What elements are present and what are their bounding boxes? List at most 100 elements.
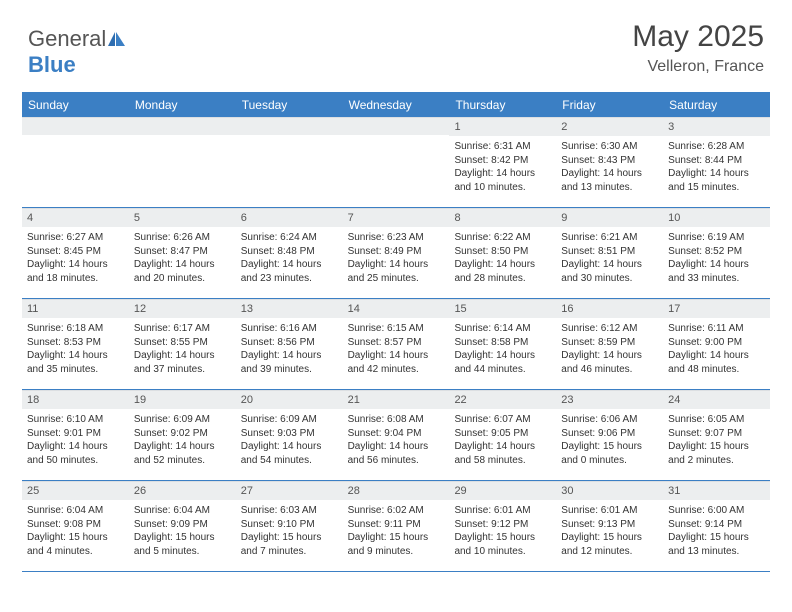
title-block: May 2025 Velleron, France xyxy=(632,20,764,76)
daynum: 26 xyxy=(129,481,236,500)
day-cell-23: 23Sunrise: 6:06 AMSunset: 9:06 PMDayligh… xyxy=(556,390,663,480)
daynum: 9 xyxy=(556,208,663,227)
day-cell-7: 7Sunrise: 6:23 AMSunset: 8:49 PMDaylight… xyxy=(343,208,450,298)
day-details: Sunrise: 6:16 AMSunset: 8:56 PMDaylight:… xyxy=(236,318,343,382)
day-cell-2: 2Sunrise: 6:30 AMSunset: 8:43 PMDaylight… xyxy=(556,117,663,207)
day-cell-20: 20Sunrise: 6:09 AMSunset: 9:03 PMDayligh… xyxy=(236,390,343,480)
day-cell-21: 21Sunrise: 6:08 AMSunset: 9:04 PMDayligh… xyxy=(343,390,450,480)
daynum: 30 xyxy=(556,481,663,500)
day-details: Sunrise: 6:28 AMSunset: 8:44 PMDaylight:… xyxy=(663,136,770,200)
brand-triangle-icon xyxy=(108,32,115,46)
week-row: 4Sunrise: 6:27 AMSunset: 8:45 PMDaylight… xyxy=(22,208,770,299)
day-cell-31: 31Sunrise: 6:00 AMSunset: 9:14 PMDayligh… xyxy=(663,481,770,571)
day-cell-19: 19Sunrise: 6:09 AMSunset: 9:02 PMDayligh… xyxy=(129,390,236,480)
day-details: Sunrise: 6:09 AMSunset: 9:02 PMDaylight:… xyxy=(129,409,236,473)
day-cell-26: 26Sunrise: 6:04 AMSunset: 9:09 PMDayligh… xyxy=(129,481,236,571)
dayname-friday: Friday xyxy=(556,94,663,117)
week-row: 18Sunrise: 6:10 AMSunset: 9:01 PMDayligh… xyxy=(22,390,770,481)
calendar: SundayMondayTuesdayWednesdayThursdayFrid… xyxy=(22,92,770,572)
daynum xyxy=(22,117,129,135)
daynum: 3 xyxy=(663,117,770,136)
day-cell-14: 14Sunrise: 6:15 AMSunset: 8:57 PMDayligh… xyxy=(343,299,450,389)
brand-text-1: General xyxy=(28,26,106,51)
daynum: 29 xyxy=(449,481,556,500)
day-details: Sunrise: 6:01 AMSunset: 9:13 PMDaylight:… xyxy=(556,500,663,564)
daynum: 10 xyxy=(663,208,770,227)
dayname-thursday: Thursday xyxy=(449,94,556,117)
daynum: 13 xyxy=(236,299,343,318)
daynum: 8 xyxy=(449,208,556,227)
day-details: Sunrise: 6:00 AMSunset: 9:14 PMDaylight:… xyxy=(663,500,770,564)
brand-logo: General Blue xyxy=(28,26,125,78)
day-cell-4: 4Sunrise: 6:27 AMSunset: 8:45 PMDaylight… xyxy=(22,208,129,298)
day-cell-12: 12Sunrise: 6:17 AMSunset: 8:55 PMDayligh… xyxy=(129,299,236,389)
week-row: 25Sunrise: 6:04 AMSunset: 9:08 PMDayligh… xyxy=(22,481,770,572)
empty-cell xyxy=(236,117,343,207)
day-cell-15: 15Sunrise: 6:14 AMSunset: 8:58 PMDayligh… xyxy=(449,299,556,389)
daynum: 22 xyxy=(449,390,556,409)
day-details: Sunrise: 6:27 AMSunset: 8:45 PMDaylight:… xyxy=(22,227,129,291)
day-details: Sunrise: 6:05 AMSunset: 9:07 PMDaylight:… xyxy=(663,409,770,473)
day-details: Sunrise: 6:30 AMSunset: 8:43 PMDaylight:… xyxy=(556,136,663,200)
day-details: Sunrise: 6:24 AMSunset: 8:48 PMDaylight:… xyxy=(236,227,343,291)
daynum xyxy=(129,117,236,135)
daynum: 27 xyxy=(236,481,343,500)
daynum: 17 xyxy=(663,299,770,318)
brand-text: General Blue xyxy=(28,26,125,78)
daynum: 14 xyxy=(343,299,450,318)
day-cell-18: 18Sunrise: 6:10 AMSunset: 9:01 PMDayligh… xyxy=(22,390,129,480)
day-details: Sunrise: 6:21 AMSunset: 8:51 PMDaylight:… xyxy=(556,227,663,291)
daynum: 28 xyxy=(343,481,450,500)
week-row: 11Sunrise: 6:18 AMSunset: 8:53 PMDayligh… xyxy=(22,299,770,390)
day-details: Sunrise: 6:10 AMSunset: 9:01 PMDaylight:… xyxy=(22,409,129,473)
daynum: 24 xyxy=(663,390,770,409)
day-cell-25: 25Sunrise: 6:04 AMSunset: 9:08 PMDayligh… xyxy=(22,481,129,571)
daynum: 2 xyxy=(556,117,663,136)
daynum: 4 xyxy=(22,208,129,227)
day-details: Sunrise: 6:26 AMSunset: 8:47 PMDaylight:… xyxy=(129,227,236,291)
day-details: Sunrise: 6:04 AMSunset: 9:08 PMDaylight:… xyxy=(22,500,129,564)
header: General Blue May 2025 Velleron, France xyxy=(0,0,792,86)
day-details: Sunrise: 6:09 AMSunset: 9:03 PMDaylight:… xyxy=(236,409,343,473)
day-cell-24: 24Sunrise: 6:05 AMSunset: 9:07 PMDayligh… xyxy=(663,390,770,480)
day-details: Sunrise: 6:06 AMSunset: 9:06 PMDaylight:… xyxy=(556,409,663,473)
daynum xyxy=(236,117,343,135)
day-cell-30: 30Sunrise: 6:01 AMSunset: 9:13 PMDayligh… xyxy=(556,481,663,571)
dayname-row: SundayMondayTuesdayWednesdayThursdayFrid… xyxy=(22,94,770,117)
daynum: 15 xyxy=(449,299,556,318)
day-details: Sunrise: 6:22 AMSunset: 8:50 PMDaylight:… xyxy=(449,227,556,291)
day-cell-6: 6Sunrise: 6:24 AMSunset: 8:48 PMDaylight… xyxy=(236,208,343,298)
empty-cell xyxy=(129,117,236,207)
day-details: Sunrise: 6:07 AMSunset: 9:05 PMDaylight:… xyxy=(449,409,556,473)
day-cell-16: 16Sunrise: 6:12 AMSunset: 8:59 PMDayligh… xyxy=(556,299,663,389)
day-cell-5: 5Sunrise: 6:26 AMSunset: 8:47 PMDaylight… xyxy=(129,208,236,298)
daynum: 21 xyxy=(343,390,450,409)
day-details: Sunrise: 6:02 AMSunset: 9:11 PMDaylight:… xyxy=(343,500,450,564)
daynum: 5 xyxy=(129,208,236,227)
day-details: Sunrise: 6:01 AMSunset: 9:12 PMDaylight:… xyxy=(449,500,556,564)
daynum: 12 xyxy=(129,299,236,318)
day-details: Sunrise: 6:31 AMSunset: 8:42 PMDaylight:… xyxy=(449,136,556,200)
daynum: 6 xyxy=(236,208,343,227)
day-details: Sunrise: 6:11 AMSunset: 9:00 PMDaylight:… xyxy=(663,318,770,382)
daynum: 19 xyxy=(129,390,236,409)
day-cell-1: 1Sunrise: 6:31 AMSunset: 8:42 PMDaylight… xyxy=(449,117,556,207)
daynum: 25 xyxy=(22,481,129,500)
brand-triangle2-icon xyxy=(116,32,125,46)
empty-cell xyxy=(22,117,129,207)
day-cell-29: 29Sunrise: 6:01 AMSunset: 9:12 PMDayligh… xyxy=(449,481,556,571)
daynum: 1 xyxy=(449,117,556,136)
daynum: 11 xyxy=(22,299,129,318)
dayname-monday: Monday xyxy=(129,94,236,117)
day-details: Sunrise: 6:08 AMSunset: 9:04 PMDaylight:… xyxy=(343,409,450,473)
daynum: 16 xyxy=(556,299,663,318)
daynum xyxy=(343,117,450,135)
day-details: Sunrise: 6:04 AMSunset: 9:09 PMDaylight:… xyxy=(129,500,236,564)
daynum: 31 xyxy=(663,481,770,500)
day-cell-10: 10Sunrise: 6:19 AMSunset: 8:52 PMDayligh… xyxy=(663,208,770,298)
daynum: 20 xyxy=(236,390,343,409)
day-cell-28: 28Sunrise: 6:02 AMSunset: 9:11 PMDayligh… xyxy=(343,481,450,571)
day-details: Sunrise: 6:17 AMSunset: 8:55 PMDaylight:… xyxy=(129,318,236,382)
day-cell-3: 3Sunrise: 6:28 AMSunset: 8:44 PMDaylight… xyxy=(663,117,770,207)
day-cell-9: 9Sunrise: 6:21 AMSunset: 8:51 PMDaylight… xyxy=(556,208,663,298)
